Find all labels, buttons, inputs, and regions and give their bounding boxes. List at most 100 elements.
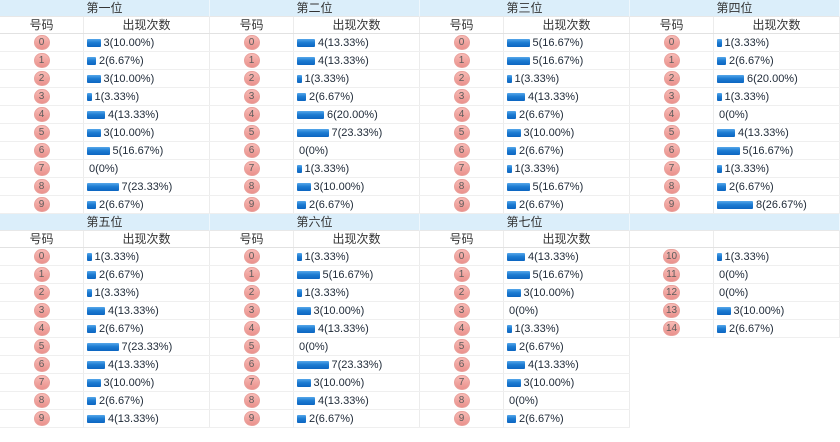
table-row: 5 7(23.33%) <box>0 338 210 356</box>
table-row: 8 4(13.33%) <box>210 392 420 410</box>
number-badge: 3 <box>243 89 260 104</box>
frequency-cell: 4(13.33%) <box>84 356 210 373</box>
frequency-bar <box>297 74 302 83</box>
frequency-value: 1(3.33%) <box>304 162 350 175</box>
frequency-bar <box>87 182 119 191</box>
rows-container: 10 1(3.33%) 11 0(0%) 12 0(0%) 13 3(10.00%) 14 2(6… <box>630 248 840 338</box>
number-cell: 3 <box>420 88 504 105</box>
table-row: 2 6(20.00%) <box>630 70 840 88</box>
table-row: 9 2(6.67%) <box>420 196 630 214</box>
position-title <box>630 214 840 231</box>
frequency-cell: 1(3.33%) <box>294 160 420 177</box>
col-header-count: 出现次数 <box>504 17 630 33</box>
number-badge: 5 <box>243 339 260 354</box>
number-badge: 9 <box>453 197 470 212</box>
col-header-number: 号码 <box>0 231 84 247</box>
frequency-cell: 7(23.33%) <box>294 124 420 141</box>
frequency-value: 4(13.33%) <box>318 322 369 335</box>
number-cell: 3 <box>0 88 84 105</box>
table-row: 0 5(16.67%) <box>420 34 630 52</box>
frequency-bar <box>717 38 722 47</box>
frequency-bar <box>87 288 92 297</box>
frequency-value: 3(10.00%) <box>103 36 155 49</box>
rows-container: 0 4(13.33%) 1 5(16.67%) 2 3(10.00%) 3 0(0%) 4 1(3… <box>420 248 630 428</box>
frequency-value: 4(13.33%) <box>108 108 159 121</box>
frequency-value: 1(3.33%) <box>94 250 140 263</box>
frequency-value: 1(3.33%) <box>514 162 560 175</box>
frequency-cell: 1(3.33%) <box>714 248 840 265</box>
frequency-value: 3(10.00%) <box>523 376 575 389</box>
number-badge: 2 <box>33 71 50 86</box>
frequency-cell: 4(13.33%) <box>294 52 420 69</box>
number-badge: 2 <box>453 285 470 300</box>
frequency-bar <box>507 92 525 101</box>
number-badge: 5 <box>33 125 50 140</box>
table-row: 5 3(10.00%) <box>420 124 630 142</box>
frequency-value: 2(6.67%) <box>729 180 774 193</box>
number-cell: 6 <box>630 142 714 159</box>
frequency-cell: 2(6.67%) <box>504 196 630 213</box>
column-header-row: 号码 出现次数 <box>420 231 630 248</box>
number-cell: 3 <box>630 88 714 105</box>
column-header-row: 号码 出现次数 <box>630 17 840 34</box>
number-badge: 2 <box>33 285 50 300</box>
frequency-value: 0(0%) <box>509 304 539 317</box>
table-row: 14 2(6.67%) <box>630 320 840 338</box>
frequency-cell: 0(0%) <box>294 142 420 159</box>
frequency-bar <box>507 110 516 119</box>
frequency-cell: 3(10.00%) <box>504 124 630 141</box>
frequency-cell: 4(13.33%) <box>714 124 840 141</box>
frequency-cell: 0(0%) <box>714 106 840 123</box>
number-cell: 13 <box>630 302 714 319</box>
frequency-value: 7(23.33%) <box>331 126 383 139</box>
table-row: 9 2(6.67%) <box>210 196 420 214</box>
table-row: 5 2(6.67%) <box>420 338 630 356</box>
table-row: 9 2(6.67%) <box>420 410 630 428</box>
frequency-cell: 5(16.67%) <box>504 178 630 195</box>
number-cell: 7 <box>210 374 294 391</box>
number-badge: 0 <box>243 35 260 50</box>
frequency-bar <box>717 182 726 191</box>
number-cell: 5 <box>0 124 84 141</box>
frequency-bar <box>507 74 512 83</box>
frequency-bar <box>297 270 320 279</box>
number-cell: 3 <box>210 88 294 105</box>
position-title: 第四位 <box>630 0 840 17</box>
frequency-bar <box>87 146 110 155</box>
number-badge: 4 <box>243 107 260 122</box>
frequency-cell: 1(3.33%) <box>504 320 630 337</box>
number-cell: 7 <box>630 160 714 177</box>
number-badge: 1 <box>453 53 470 68</box>
table-row: 7 1(3.33%) <box>210 160 420 178</box>
frequency-bar <box>297 92 306 101</box>
number-badge: 0 <box>243 249 260 264</box>
number-badge: 8 <box>453 393 470 408</box>
number-cell: 9 <box>0 410 84 427</box>
number-cell: 2 <box>630 70 714 87</box>
number-badge: 8 <box>33 393 50 408</box>
frequency-bar <box>507 128 521 137</box>
frequency-cell: 2(6.67%) <box>504 338 630 355</box>
frequency-bar <box>507 414 516 423</box>
number-badge: 6 <box>663 143 680 158</box>
frequency-value: 3(10.00%) <box>523 126 575 139</box>
table-row: 5 4(13.33%) <box>630 124 840 142</box>
number-cell: 6 <box>0 356 84 373</box>
number-cell: 6 <box>420 142 504 159</box>
frequency-value: 2(6.67%) <box>309 412 354 425</box>
number-badge: 1 <box>243 53 260 68</box>
number-badge: 0 <box>663 35 680 50</box>
frequency-value: 1(3.33%) <box>94 286 140 299</box>
frequency-bar <box>717 252 722 261</box>
frequency-bar <box>507 252 525 261</box>
frequency-value: 5(16.67%) <box>322 268 374 281</box>
number-cell: 9 <box>210 410 294 427</box>
number-cell: 9 <box>630 196 714 213</box>
frequency-value: 0(0%) <box>509 394 539 407</box>
frequency-cell: 1(3.33%) <box>714 88 840 105</box>
number-cell: 1 <box>0 52 84 69</box>
frequency-bar <box>297 288 302 297</box>
frequency-bar <box>507 164 512 173</box>
number-badge: 7 <box>453 375 470 390</box>
frequency-cell: 4(13.33%) <box>294 392 420 409</box>
